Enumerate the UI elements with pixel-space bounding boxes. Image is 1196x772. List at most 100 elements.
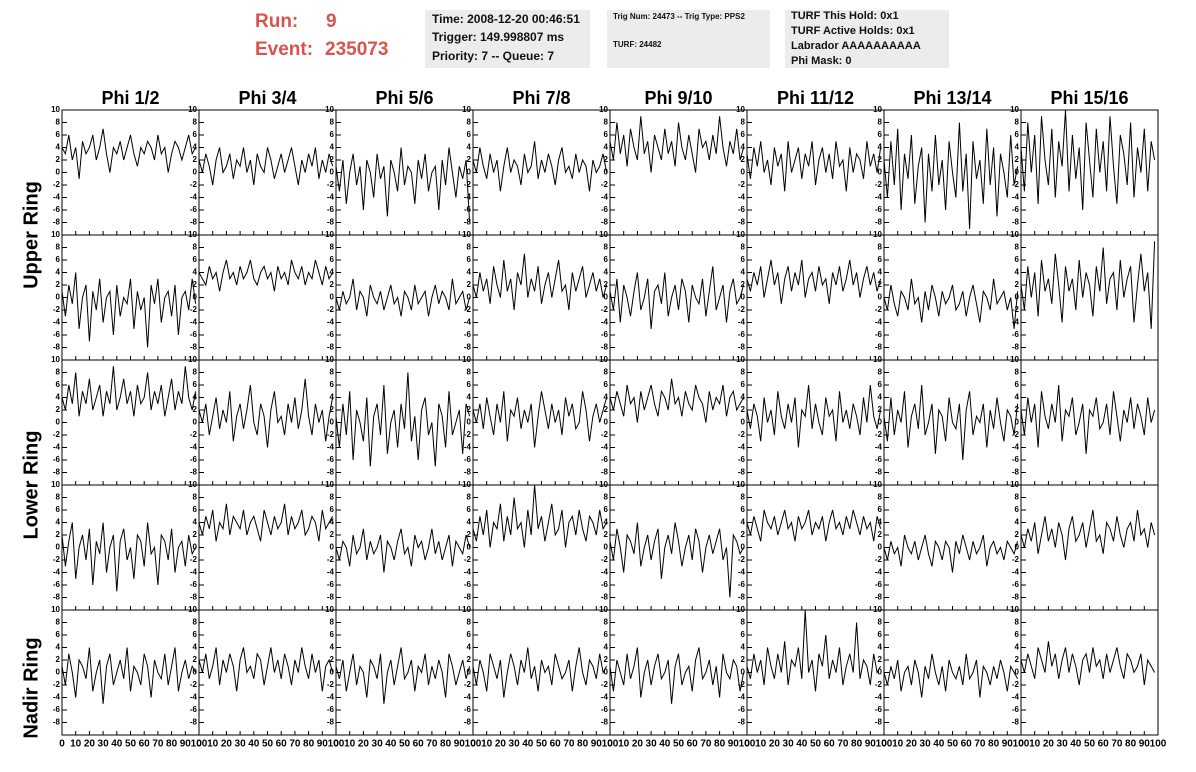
y-tick-label: -2 <box>190 430 198 439</box>
y-tick-label: -4 <box>327 318 335 327</box>
y-tick-label: 10 <box>599 605 608 614</box>
x-tick-label: 100 <box>876 739 893 750</box>
y-tick-label: 4 <box>1015 643 1020 652</box>
y-tick-label: 2 <box>56 530 61 539</box>
y-tick-label: -8 <box>875 218 883 227</box>
info-box <box>785 10 949 68</box>
x-tick-label: 10 <box>1029 739 1041 750</box>
y-tick-label: -4 <box>601 568 609 577</box>
x-tick-label: 30 <box>920 739 932 750</box>
panel-frame <box>746 484 885 611</box>
y-tick-label: -6 <box>190 705 198 714</box>
panel-frame <box>198 359 337 486</box>
y-tick-label: -6 <box>464 205 472 214</box>
y-tick-label: 8 <box>330 243 335 252</box>
y-tick-label: 8 <box>193 243 198 252</box>
y-tick-label: 2 <box>878 655 883 664</box>
y-tick-label: 8 <box>741 243 746 252</box>
x-tick-label: 50 <box>1084 739 1096 750</box>
x-tick-label: 10 <box>70 739 82 750</box>
x-tick-label: 20 <box>632 739 644 750</box>
x-tick-label: 90 <box>454 739 466 750</box>
y-tick-label: 8 <box>330 493 335 502</box>
panel-frame <box>1020 234 1159 361</box>
y-tick-label: 10 <box>325 105 334 114</box>
y-tick-label: 2 <box>330 405 335 414</box>
y-tick-label: 4 <box>193 643 198 652</box>
y-tick-label: 10 <box>599 355 608 364</box>
x-tick-label: 100 <box>602 739 619 750</box>
y-tick-label: -6 <box>601 330 609 339</box>
y-tick-label: -2 <box>327 680 335 689</box>
y-tick-label: -8 <box>1012 468 1020 477</box>
y-tick-label: 4 <box>1015 268 1020 277</box>
y-tick-label: 2 <box>604 655 609 664</box>
x-tick-label: 60 <box>550 739 562 750</box>
y-tick-label: 8 <box>56 493 61 502</box>
x-tick-label: 100 <box>191 739 208 750</box>
y-tick-label: 0 <box>330 168 335 177</box>
x-tick-label: 40 <box>111 739 123 750</box>
y-tick-label: 6 <box>330 130 335 139</box>
y-tick-label: -8 <box>327 468 335 477</box>
y-tick-label: 0 <box>741 293 746 302</box>
y-tick-label: 2 <box>56 405 61 414</box>
y-tick-label: -8 <box>1012 593 1020 602</box>
y-tick-label: -2 <box>601 680 609 689</box>
y-tick-label: 2 <box>741 655 746 664</box>
y-tick-label: 8 <box>741 618 746 627</box>
y-tick-label: 2 <box>330 155 335 164</box>
y-tick-label: 0 <box>878 543 883 552</box>
y-tick-label: -2 <box>190 305 198 314</box>
y-tick-label: 8 <box>741 368 746 377</box>
y-tick-label: -6 <box>875 455 883 464</box>
y-tick-label: 6 <box>330 255 335 264</box>
y-tick-label: 10 <box>1010 105 1019 114</box>
y-tick-label: 0 <box>878 293 883 302</box>
panel-frame <box>609 359 748 486</box>
y-tick-label: -8 <box>738 343 746 352</box>
y-tick-label: -2 <box>53 430 61 439</box>
y-tick-label: 6 <box>56 505 61 514</box>
y-tick-label: 8 <box>1015 243 1020 252</box>
panel-frame <box>472 609 611 736</box>
y-tick-label: -8 <box>327 593 335 602</box>
y-tick-label: 10 <box>325 480 334 489</box>
waveform <box>472 141 608 192</box>
y-tick-label: 4 <box>467 143 472 152</box>
y-tick-label: -2 <box>1012 555 1020 564</box>
y-tick-label: 0 <box>193 168 198 177</box>
x-tick-label: 50 <box>947 739 959 750</box>
y-tick-label: 8 <box>56 118 61 127</box>
x-tick-label: 0 <box>59 739 65 750</box>
y-tick-label: 8 <box>604 243 609 252</box>
waveform <box>883 534 1019 573</box>
x-tick-label: 70 <box>837 739 849 750</box>
y-tick-label: 10 <box>1010 230 1019 239</box>
y-tick-label: 10 <box>736 105 745 114</box>
y-tick-label: 2 <box>56 280 61 289</box>
panel-frame <box>1020 109 1159 236</box>
y-tick-label: 6 <box>193 380 198 389</box>
y-tick-label: -8 <box>875 718 883 727</box>
y-tick-label: -6 <box>190 330 198 339</box>
y-tick-label: -2 <box>190 680 198 689</box>
y-tick-label: -4 <box>190 568 198 577</box>
y-tick-label: -4 <box>53 568 61 577</box>
y-tick-label: -8 <box>738 468 746 477</box>
y-tick-label: -2 <box>53 555 61 564</box>
y-tick-label: 6 <box>193 130 198 139</box>
y-tick-label: 2 <box>604 530 609 539</box>
waveform <box>61 647 197 704</box>
y-tick-label: -6 <box>601 205 609 214</box>
y-tick-label: -8 <box>601 718 609 727</box>
y-tick-label: 0 <box>878 418 883 427</box>
y-tick-label: -4 <box>875 693 883 702</box>
x-tick-label: 70 <box>563 739 575 750</box>
y-tick-label: 2 <box>741 530 746 539</box>
y-tick-label: 8 <box>878 368 883 377</box>
y-tick-label: -2 <box>601 430 609 439</box>
x-tick-label: 50 <box>125 739 137 750</box>
y-tick-label: -2 <box>327 180 335 189</box>
panel-frame <box>1020 359 1159 486</box>
